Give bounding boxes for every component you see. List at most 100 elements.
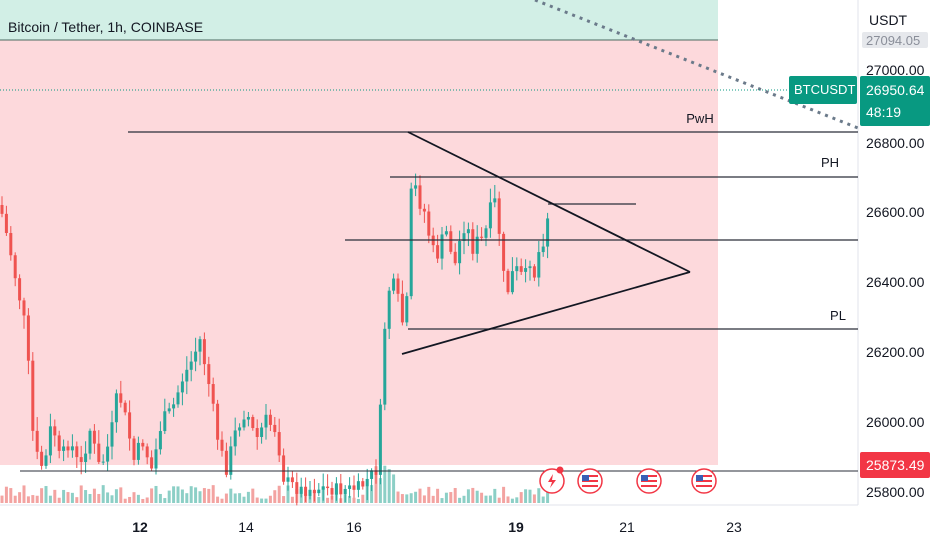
volume-bar — [88, 493, 92, 503]
volume-bar — [453, 487, 457, 503]
price-tick-label: 26200.00 — [866, 344, 925, 360]
candle-body — [339, 483, 343, 495]
candle-body — [400, 293, 404, 323]
volume-bar — [497, 497, 501, 503]
candle-body — [53, 426, 57, 436]
volume-bar — [268, 495, 272, 503]
us-flag-icon[interactable] — [691, 468, 717, 494]
volume-bar — [57, 497, 61, 503]
volume-bar — [114, 489, 118, 503]
volume-bar — [378, 478, 382, 503]
volume-bar — [18, 492, 22, 503]
volume-bar — [185, 493, 189, 503]
candle-body — [414, 185, 418, 189]
candle-body — [35, 430, 39, 452]
volume-bar — [466, 489, 470, 503]
candle-body — [546, 218, 550, 247]
candle-body — [255, 428, 259, 437]
candle-body — [290, 477, 294, 483]
price-tick-label: 25800.00 — [866, 484, 925, 500]
stop-zone — [0, 40, 718, 465]
volume-bar — [251, 488, 255, 503]
volume-bar — [352, 497, 356, 503]
candle-body — [62, 446, 66, 451]
us-flag-icon[interactable] — [636, 468, 662, 494]
volume-bar — [22, 485, 26, 503]
volume-bar — [9, 488, 13, 503]
candle-body — [101, 461, 105, 463]
candle-body — [163, 411, 167, 432]
volume-bar — [449, 492, 453, 503]
volume-bar — [255, 497, 259, 503]
volume-bar — [493, 488, 497, 503]
candle-body — [238, 427, 242, 431]
volume-bar — [519, 492, 523, 503]
candle-body — [136, 442, 140, 460]
candle-body — [202, 339, 206, 365]
candle-body — [18, 278, 22, 301]
candle-body — [220, 439, 224, 451]
volume-bar — [53, 489, 57, 503]
volume-bar — [246, 491, 250, 503]
price-axis-currency[interactable]: USDT — [869, 12, 908, 28]
volume-bar — [475, 490, 479, 503]
volume-bar — [290, 496, 294, 503]
volume-bar — [132, 492, 136, 503]
volume-bar — [35, 495, 39, 503]
candle-body — [541, 246, 545, 253]
candle-body — [154, 449, 158, 469]
candle-body — [70, 446, 74, 451]
candle-body — [13, 255, 17, 279]
volume-bar — [145, 497, 149, 503]
alert-price-badge[interactable]: 25873.49 — [860, 452, 930, 478]
candle-body — [251, 416, 255, 429]
candle-body — [326, 486, 330, 489]
volume-bar — [242, 496, 246, 503]
volume-bar — [0, 495, 4, 503]
dotted-trendline[interactable] — [534, 0, 859, 130]
candle-body — [264, 414, 268, 428]
last-price-badge[interactable]: 26950.64 48:19 — [860, 76, 930, 126]
volume-bar — [537, 488, 541, 503]
triangle-lower-line[interactable] — [401, 271, 691, 355]
candle-body — [246, 416, 250, 420]
candle-body — [31, 360, 35, 431]
candle-body — [387, 290, 391, 329]
volume-bar — [317, 497, 321, 503]
time-label: 12 — [132, 519, 148, 535]
volume-bar — [31, 495, 35, 503]
symbol-badge[interactable]: BTCUSDT — [789, 76, 857, 104]
candle-body — [198, 339, 202, 352]
candle-body — [488, 202, 492, 229]
candle-body — [308, 489, 312, 496]
candle-body — [260, 427, 264, 437]
volume-bar — [106, 492, 110, 503]
volume-bar — [79, 485, 83, 503]
volume-bar — [480, 492, 484, 503]
candle-body — [229, 446, 233, 475]
candle-body — [211, 384, 215, 404]
candle-body — [510, 271, 514, 293]
candle-body — [348, 485, 352, 489]
volume-bar — [356, 498, 360, 503]
candle-body — [273, 424, 277, 433]
candle-body — [123, 402, 127, 413]
volume-bar — [150, 488, 154, 503]
volume-bar — [101, 485, 105, 503]
candle-body — [4, 213, 8, 234]
us-flag-icon[interactable] — [577, 468, 603, 494]
volume-bar — [44, 486, 48, 503]
volume-bar — [502, 486, 506, 503]
volume-bar — [524, 489, 528, 503]
volume-bar — [224, 493, 228, 503]
volume-bar — [400, 494, 404, 503]
volume-bar — [392, 474, 396, 503]
triangle-upper-line[interactable] — [407, 131, 691, 273]
dividend-lightning-icon[interactable] — [539, 466, 565, 494]
volume-bar — [436, 488, 440, 503]
volume-bar — [462, 495, 466, 503]
candle-body — [422, 208, 426, 212]
candle-body — [141, 442, 145, 447]
